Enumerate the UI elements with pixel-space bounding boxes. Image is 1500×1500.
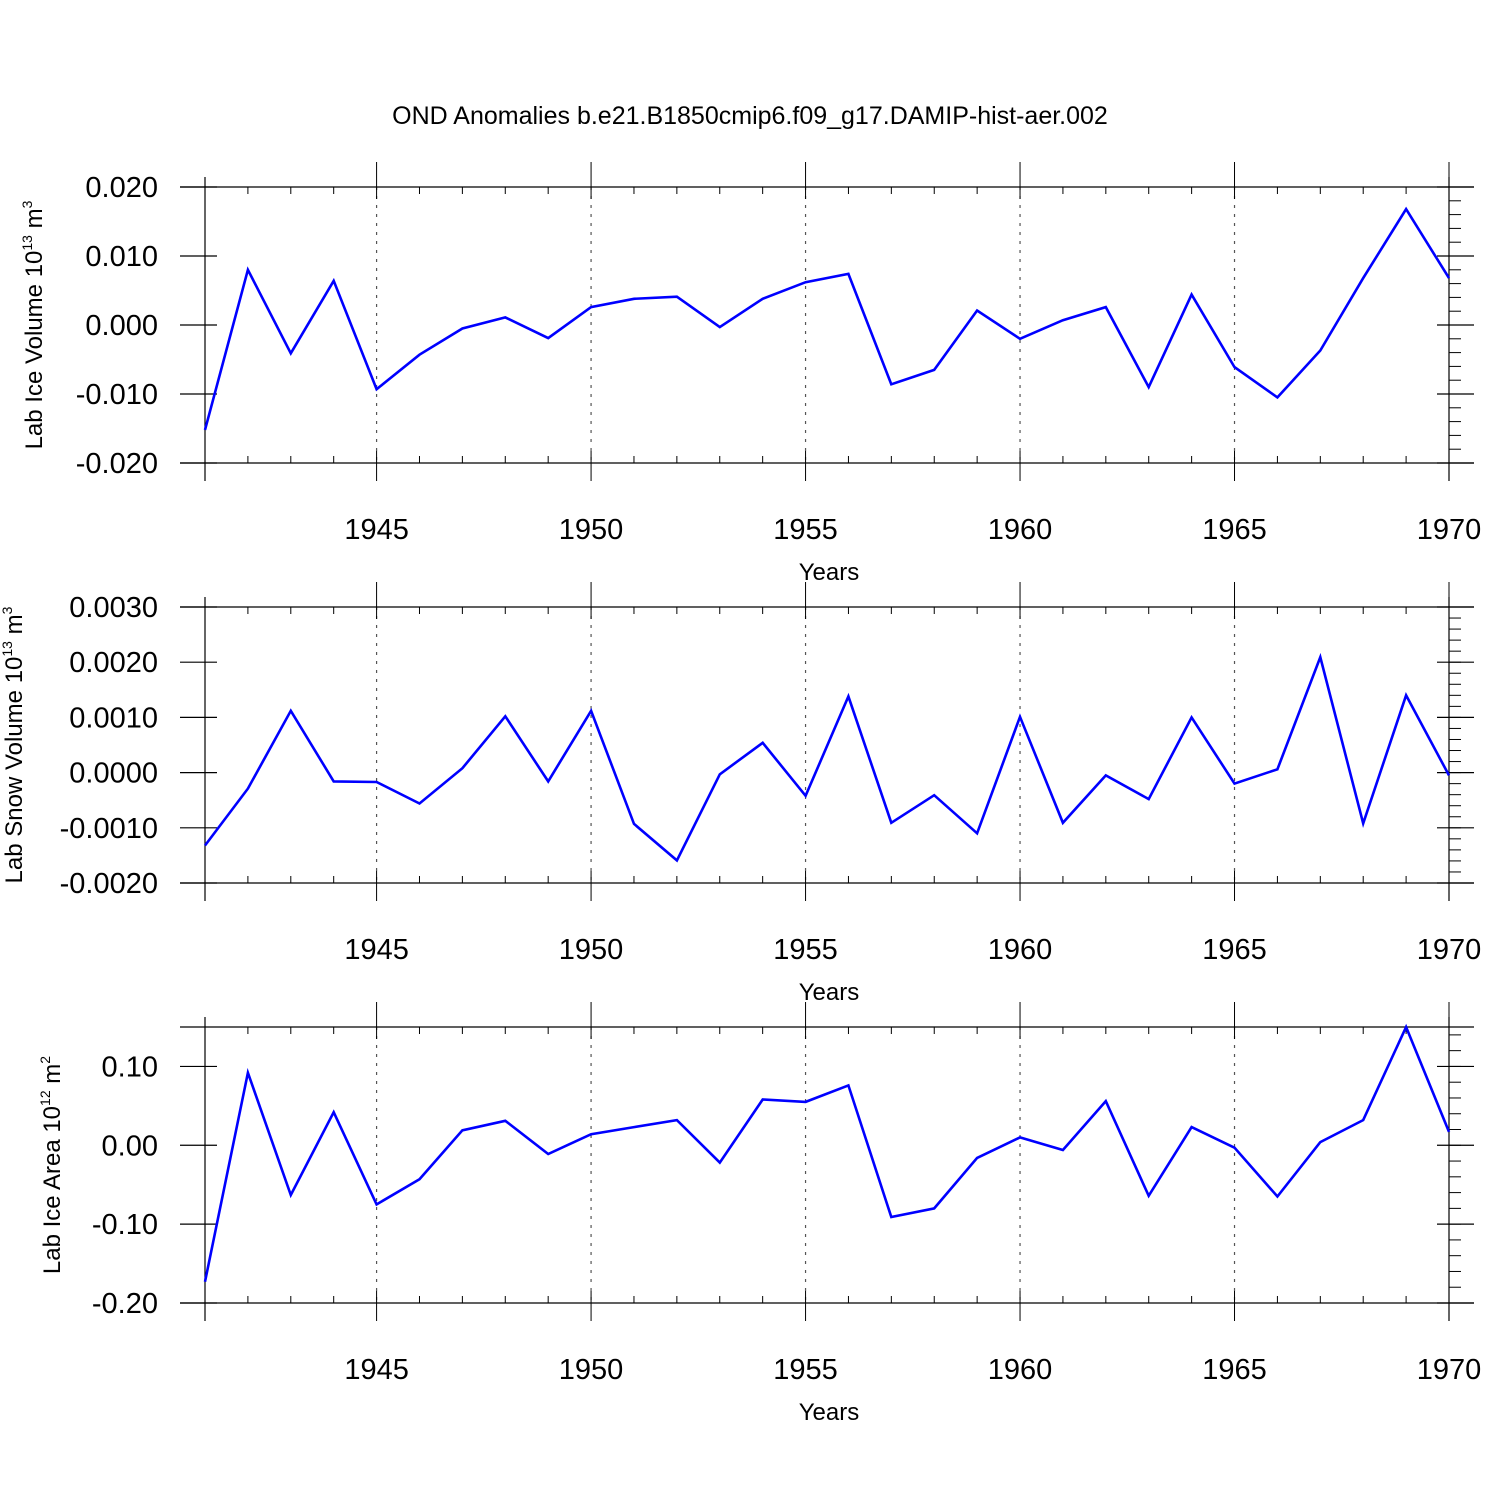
x-tick-label: 1970 (1417, 934, 1482, 966)
x-tick-label: 1950 (559, 1354, 624, 1386)
y-axis-label-text: Lab Ice Volume 10 (21, 251, 48, 450)
y-axis-label-exponent: 13 (0, 641, 15, 657)
y-tick-label: 0.10 (102, 1051, 158, 1083)
y-tick-label: 0.0000 (69, 758, 158, 790)
y-axis-label: Lab Ice Volume 1013 m3 (19, 200, 48, 449)
y-axis-label-text: Lab Snow Volume 10 (1, 657, 28, 884)
y-tick-label: -0.020 (76, 448, 158, 480)
y-axis-label-unit-exponent: 3 (0, 606, 15, 614)
x-tick-label: 1965 (1202, 934, 1267, 966)
y-tick-label: -0.20 (92, 1288, 158, 1320)
y-tick-label: 0.0020 (69, 647, 158, 679)
panel-1: 1945 1950 1955 1960 1965 1970 Years -0.020 -0.01… (19, 162, 1481, 586)
x-tick-label: 1945 (344, 514, 409, 546)
y-axis-label-exponent: 13 (19, 235, 35, 251)
x-tick-label: 1945 (344, 934, 409, 966)
y-tick-label: -0.10 (92, 1209, 158, 1241)
y-tick-label: 0.00 (102, 1130, 158, 1162)
y-tick-label: 0.0010 (69, 702, 158, 734)
y-axis-label-unit: m (1, 614, 28, 641)
y-tick-label: 0.000 (85, 310, 158, 342)
y-axis-label: Lab Snow Volume 1013 m3 (0, 606, 28, 883)
x-axis-label: Years (799, 979, 860, 1006)
x-tick-label: 1955 (773, 1354, 838, 1386)
panels: 1945 1950 1955 1960 1965 1970 Years -0.020 -0.01… (0, 162, 1481, 1426)
y-tick-label: 0.020 (85, 172, 158, 204)
y-axis-label-exponent: 12 (37, 1090, 53, 1106)
x-tick-label: 1960 (988, 934, 1053, 966)
x-tick-label: 1955 (773, 514, 838, 546)
x-tick-label: 1970 (1417, 1354, 1482, 1386)
x-tick-label: 1970 (1417, 514, 1482, 546)
series-line (203, 206, 1451, 431)
x-tick-label: 1960 (988, 1354, 1053, 1386)
series-line (203, 652, 1451, 863)
x-tick-label: 1965 (1202, 1354, 1267, 1386)
y-tick-label: -0.0010 (60, 813, 158, 845)
y-axis-label-unit: m (39, 1064, 66, 1091)
panel-3: 1945 1950 1955 1960 1965 1970 Years -0.20 -0.10 0… (37, 1002, 1481, 1426)
y-axis-label-text: Lab Ice Area 10 (39, 1106, 66, 1274)
x-axis-label: Years (799, 559, 860, 586)
chart-title: OND Anomalies b.e21.B1850cmip6.f09_g17.D… (392, 102, 1108, 130)
y-axis-label-unit-exponent: 2 (37, 1056, 53, 1064)
panel-2: 1945 1950 1955 1960 1965 1970 Years -0.0020 -0.0… (0, 582, 1481, 1006)
y-axis-label-unit: m (21, 208, 48, 235)
x-tick-label: 1950 (559, 514, 624, 546)
x-tick-label: 1950 (559, 934, 624, 966)
x-tick-label: 1960 (988, 514, 1053, 546)
series-line (203, 1023, 1451, 1282)
y-tick-label: -0.010 (76, 379, 158, 411)
y-tick-label: 0.010 (85, 241, 158, 273)
x-tick-label: 1965 (1202, 514, 1267, 546)
x-tick-label: 1945 (344, 1354, 409, 1386)
y-axis-label: Lab Ice Area 1012 m2 (37, 1056, 66, 1274)
x-tick-label: 1955 (773, 934, 838, 966)
y-tick-label: 0.0030 (69, 592, 158, 624)
y-axis-label-unit-exponent: 3 (19, 200, 35, 208)
y-tick-label: -0.0020 (60, 868, 158, 900)
x-axis-label: Years (799, 1399, 860, 1426)
